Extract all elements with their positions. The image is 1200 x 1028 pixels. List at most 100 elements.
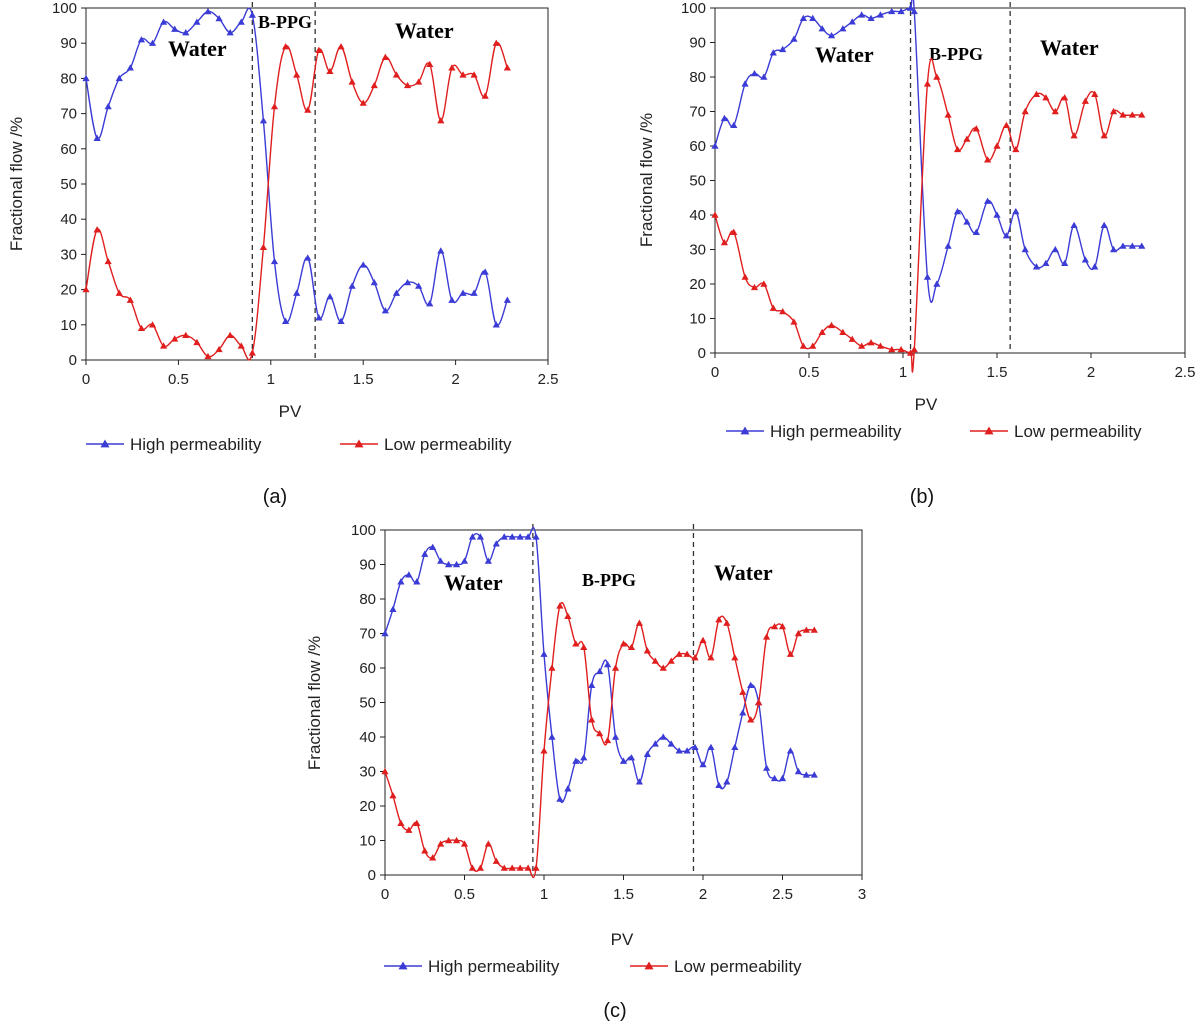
high-permeability-marker: [888, 7, 896, 15]
y-tick-label: 60: [359, 660, 376, 677]
high-permeability-marker: [1002, 232, 1010, 239]
low-permeability-marker: [359, 99, 367, 106]
low-permeability-marker: [397, 819, 405, 826]
high-permeability-marker: [548, 733, 556, 740]
high-permeability-marker: [763, 764, 771, 771]
x-tick-label: 0: [711, 364, 719, 381]
y-tick-label: 60: [60, 141, 77, 158]
low-permeability-marker: [750, 283, 759, 291]
low-permeability-marker: [392, 71, 401, 78]
low-permeability-marker: [818, 328, 826, 335]
low-permeability-marker: [426, 60, 434, 68]
high-permeability-marker: [204, 7, 212, 15]
low-permeability-marker: [448, 64, 456, 71]
legend-entry-low: Low permeability: [630, 957, 802, 976]
legend-label: High permeability: [770, 422, 902, 441]
high-permeability-marker: [426, 300, 434, 307]
low-permeability-marker: [1138, 111, 1146, 118]
high-permeability-marker: [293, 289, 301, 296]
x-axis-label: PV: [915, 395, 938, 414]
low-permeability-marker: [281, 43, 290, 50]
x-tick-label: 0: [82, 371, 90, 388]
low-permeability-marker: [799, 342, 807, 349]
low-permeability-marker: [540, 747, 548, 754]
legend-label: Low permeability: [384, 435, 512, 454]
low-permeability-marker: [1021, 107, 1029, 115]
y-tick-label: 100: [52, 0, 77, 17]
high-permeability-marker: [259, 117, 268, 124]
low-permeability-marker: [1081, 97, 1089, 104]
high-permeability-marker: [739, 709, 747, 716]
legend-marker: [398, 961, 408, 970]
low-permeability-marker: [315, 46, 323, 53]
high-permeability-marker: [413, 578, 421, 585]
y-tick-label: 90: [689, 35, 706, 52]
high-permeability-marker: [778, 774, 787, 782]
y-tick-label: 100: [681, 0, 706, 17]
high-permeability-marker: [790, 35, 798, 42]
legend-label: Low permeability: [674, 957, 802, 976]
high-permeability-marker: [1128, 242, 1136, 249]
y-tick-label: 70: [359, 626, 376, 643]
high-permeability-marker: [270, 257, 279, 265]
low-permeability-marker: [720, 239, 728, 246]
y-tick-label: 80: [60, 70, 77, 87]
low-permeability-marker: [755, 698, 763, 706]
x-tick-label: 1: [267, 371, 275, 388]
low-permeability-marker: [778, 623, 787, 630]
high-permeability-marker: [760, 73, 768, 80]
low-permeability-marker: [675, 650, 683, 657]
high-permeability-marker: [348, 282, 356, 289]
low-permeability-marker: [304, 106, 312, 113]
y-tick-label: 90: [359, 557, 376, 574]
legend-label: Low permeability: [1014, 422, 1142, 441]
high-permeability-marker: [699, 761, 707, 768]
high-permeability-marker: [104, 102, 112, 110]
low-permeability-marker: [445, 836, 453, 844]
low-permeability-marker: [596, 729, 604, 737]
x-tick-label: 2.5: [772, 886, 793, 903]
low-permeability-marker: [326, 67, 334, 75]
high-permeability-marker: [984, 197, 992, 204]
low-permeability-marker: [910, 345, 918, 353]
low-permeability-marker: [867, 339, 875, 346]
low-permeability-marker: [619, 640, 628, 647]
y-tick-label: 50: [359, 695, 376, 712]
low-permeability-marker: [481, 92, 489, 99]
high-permeability-marker: [115, 74, 123, 82]
low-permeability-marker: [337, 43, 345, 50]
x-tick-label: 1.5: [353, 371, 374, 388]
high-permeability-marker: [403, 278, 412, 286]
y-axis-label: Fractional flow /%: [305, 636, 324, 770]
low-permeability-marker: [809, 342, 817, 349]
high-permeability-marker: [993, 211, 1001, 218]
high-permeability-marker: [359, 261, 367, 268]
low-permeability-marker: [564, 612, 572, 619]
high-permeability-marker: [524, 533, 532, 540]
y-tick-label: 0: [368, 867, 376, 884]
high-permeability-marker: [481, 268, 489, 275]
low-permeability-marker: [500, 864, 508, 871]
low-permeability-marker: [741, 273, 749, 280]
low-permeability-marker: [437, 840, 445, 847]
y-tick-label: 20: [60, 282, 77, 299]
x-tick-label: 1: [540, 886, 548, 903]
low-permeability-marker: [802, 626, 810, 633]
low-permeability-marker: [711, 211, 719, 218]
low-permeability-marker: [1042, 94, 1050, 101]
low-permeability-marker: [731, 654, 739, 661]
low-permeability-marker: [810, 626, 818, 633]
low-permeability-marker: [226, 331, 234, 339]
x-tick-label: 1.5: [987, 364, 1008, 381]
high-permeability-line: [714, 0, 1142, 304]
low-permeability-marker: [270, 102, 279, 110]
low-permeability-marker: [691, 654, 699, 661]
y-tick-label: 30: [689, 242, 706, 259]
low-permeability-marker: [1051, 107, 1059, 115]
legend-marker: [354, 439, 364, 448]
high-permeability-marker: [1021, 245, 1029, 253]
y-tick-label: 50: [689, 173, 706, 190]
high-permeability-marker: [1100, 221, 1108, 229]
high-permeability-marker: [1012, 207, 1020, 215]
y-tick-label: 20: [359, 798, 376, 815]
